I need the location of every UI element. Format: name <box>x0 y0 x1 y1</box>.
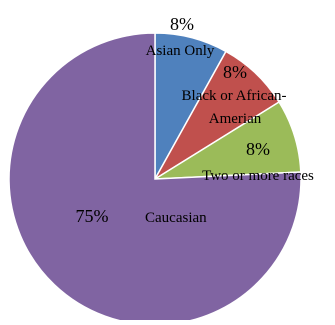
pie-percent-label-2: 8% <box>246 139 270 159</box>
pie-labels: 8% Asian Only 8% Black or African- Amerian 8%… <box>76 14 315 226</box>
pie-category-label-2: Two or more races <box>202 168 314 184</box>
pie-category-label-0: Asian Only <box>146 43 215 59</box>
pie-percent-label-0: 8% <box>170 14 194 34</box>
pie-category-label-1-line-1: Amerian <box>209 111 262 127</box>
pie-percent-label-1: 8% <box>223 62 247 82</box>
pie-slice-3 <box>8 32 302 325</box>
pie-percent-label-3: 75% <box>76 206 109 226</box>
pie-slices <box>8 32 302 325</box>
pie-category-label-3: Caucasian <box>145 210 207 226</box>
pie-category-label-1-line-0: Black or African- <box>182 88 287 104</box>
